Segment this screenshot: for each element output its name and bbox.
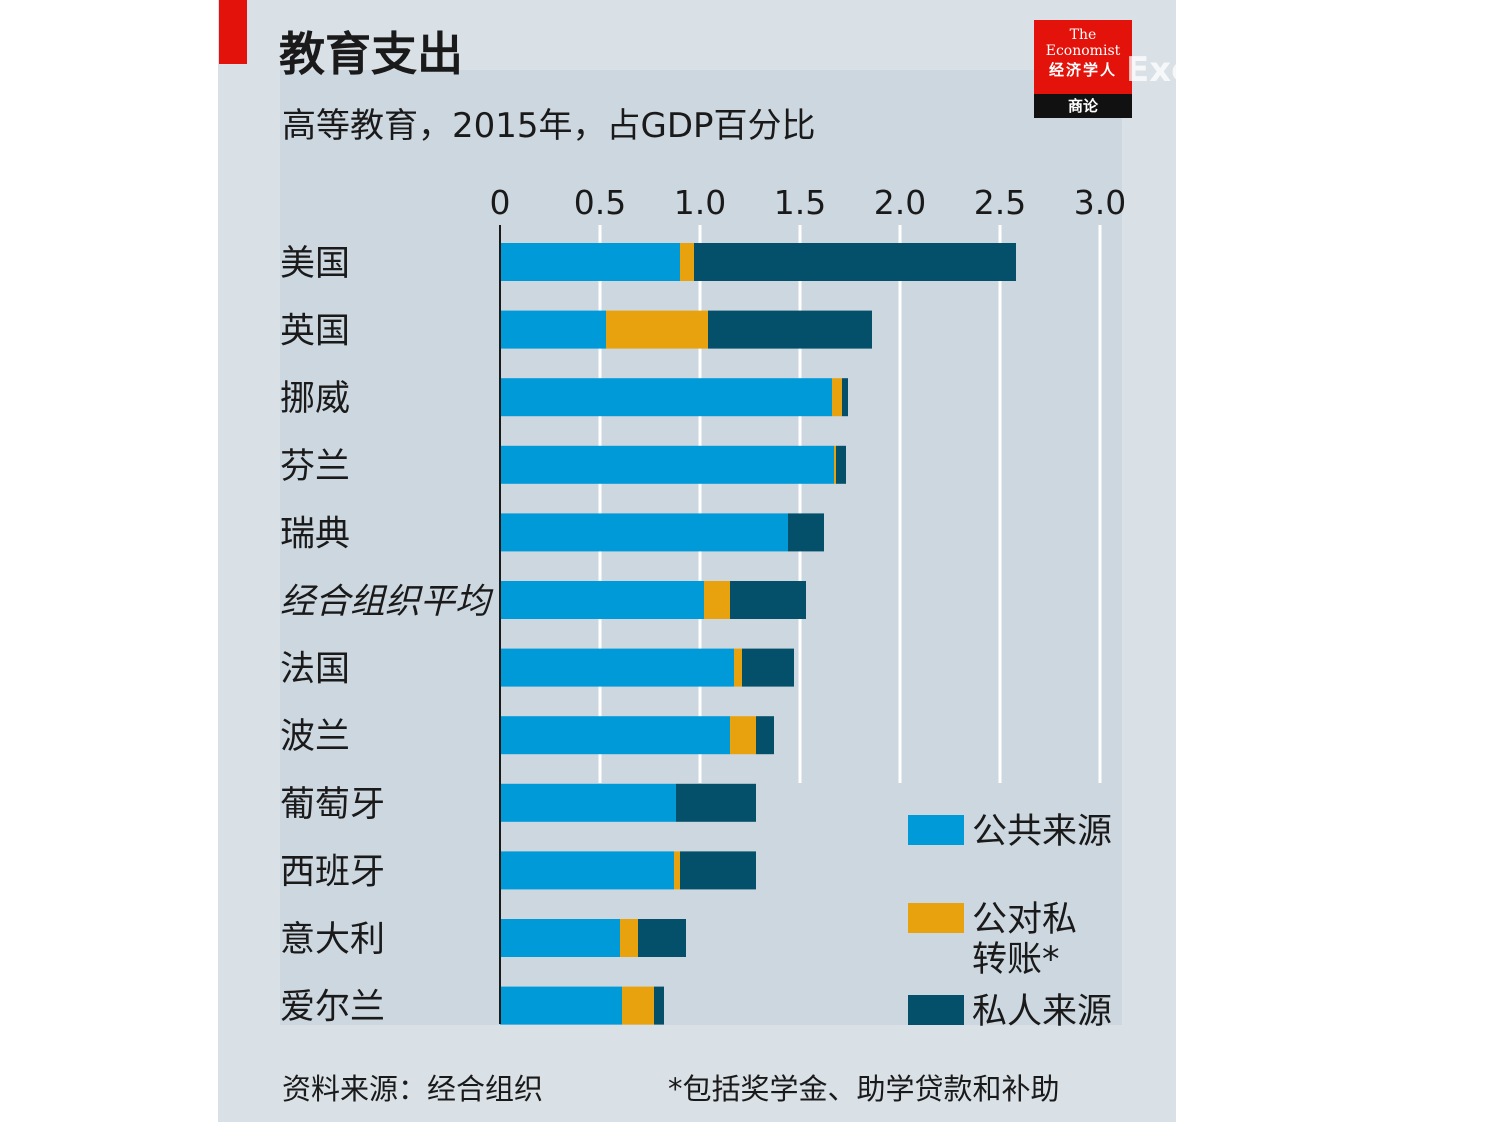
- economist-logo: The Economist 经济学人 商论: [1034, 20, 1132, 118]
- legend-swatch: [908, 903, 964, 933]
- category-label: 西班牙: [280, 852, 385, 892]
- category-label: 芬兰: [280, 447, 350, 487]
- bar-segment: [500, 243, 680, 281]
- bar-segment: [704, 581, 730, 619]
- bar-segment: [500, 581, 704, 619]
- bar-segment: [500, 378, 832, 417]
- logo-line-chinese: 经济学人: [1048, 61, 1117, 79]
- x-tick-label: 3.0: [1074, 183, 1126, 222]
- x-tick-label: 2.0: [874, 183, 926, 222]
- x-tick-label: 0.5: [574, 183, 626, 222]
- bar-segment: [654, 986, 664, 1025]
- bar-segment: [500, 919, 620, 957]
- bar-segment: [500, 445, 834, 484]
- category-label: 葡萄牙: [280, 785, 385, 825]
- bar-segment: [606, 310, 708, 349]
- bar-segment: [756, 716, 774, 755]
- bar-segment: [500, 513, 788, 552]
- bar-segment: [500, 310, 606, 349]
- bar-segment: [620, 919, 638, 957]
- bar-segment: [680, 851, 756, 890]
- legend-label: 公对私: [972, 900, 1077, 940]
- legend-label: 私人来源: [972, 992, 1112, 1032]
- category-label: 爱尔兰: [280, 988, 385, 1028]
- bar-segment: [832, 378, 842, 417]
- watermark-text: Excel和PowerBI爱: [1126, 50, 1453, 90]
- x-tick-label: 1.5: [774, 183, 826, 222]
- logo-line-shanglun: 商论: [1034, 94, 1132, 118]
- category-label: 意大利: [280, 920, 385, 960]
- logo-line-economist: Economist: [1045, 43, 1121, 59]
- category-label: 法国: [280, 650, 350, 690]
- legend-label: 转账*: [972, 940, 1060, 980]
- bar-segment: [730, 716, 756, 755]
- bar-segment: [676, 783, 756, 822]
- chart-title: 教育支出: [279, 27, 463, 81]
- bar-segment: [842, 378, 848, 417]
- bar-segment: [834, 445, 836, 484]
- category-label: 美国: [280, 244, 350, 284]
- category-label: 瑞典: [280, 514, 350, 554]
- legend-label: 公共来源: [972, 812, 1112, 852]
- category-label: 挪威: [280, 379, 350, 419]
- bar-segment: [500, 648, 734, 687]
- red-accent-tab: [219, 0, 247, 64]
- legend-swatch: [908, 995, 964, 1025]
- chart-subtitle: 高等教育，2015年，占GDP百分比: [282, 106, 816, 146]
- bar-segment: [500, 716, 730, 755]
- bar-segment: [730, 581, 806, 619]
- x-tick-label: 2.5: [974, 183, 1026, 222]
- bar-segment: [734, 648, 742, 687]
- x-tick-label: 0: [490, 183, 511, 222]
- bar-segment: [638, 919, 686, 957]
- bar-segment: [500, 851, 674, 890]
- category-label: 英国: [280, 312, 350, 352]
- category-label: 经合组织平均: [280, 582, 494, 622]
- bar-segment: [622, 986, 654, 1025]
- category-label: 波兰: [280, 717, 350, 757]
- bar-segment: [674, 851, 680, 890]
- bar-segment: [708, 310, 872, 349]
- bar-segment: [500, 986, 622, 1025]
- bar-segment: [680, 243, 694, 281]
- x-tick-label: 1.0: [674, 183, 726, 222]
- footnote: *包括奖学金、助学贷款和补助: [668, 1072, 1060, 1106]
- source-note: 资料来源：经合组织: [282, 1072, 544, 1106]
- bar-segment: [500, 783, 676, 822]
- bar-segment: [694, 243, 1016, 281]
- logo-line-the: The: [1069, 27, 1097, 43]
- bar-segment: [836, 445, 846, 484]
- legend-swatch: [908, 815, 964, 845]
- bar-segment: [788, 513, 824, 552]
- bar-segment: [742, 648, 794, 687]
